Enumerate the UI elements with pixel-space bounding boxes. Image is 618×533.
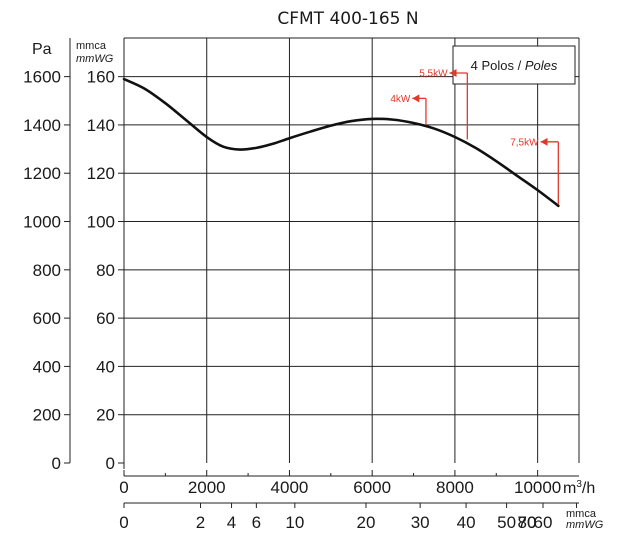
fan-curve-line bbox=[122, 77, 560, 208]
x2-tick-label: 0 bbox=[119, 513, 128, 532]
x2-tick-label: 80 bbox=[518, 513, 537, 532]
y-unit-mmca: mmca bbox=[76, 40, 107, 52]
x-unit-tail: /h bbox=[582, 480, 595, 497]
pa-tick-label: 600 bbox=[33, 309, 61, 328]
mmca-tick-label: 60 bbox=[96, 309, 115, 328]
pa-tick-label: 800 bbox=[33, 261, 61, 280]
x-unit-superscript: 3 bbox=[576, 479, 582, 490]
x2-unit-mmwg: mmWG bbox=[566, 519, 604, 531]
curve-layer bbox=[122, 77, 560, 208]
legend: 4 Polos / Poles bbox=[452, 45, 576, 85]
x-unit-label: m3/h bbox=[563, 479, 595, 497]
annotation-label: 7,5kW bbox=[510, 137, 539, 148]
pa-tick-label: 400 bbox=[33, 357, 61, 376]
legend-box bbox=[452, 45, 576, 85]
mmca-tick-label: 0 bbox=[106, 454, 115, 473]
x2-tick-label: 2 bbox=[196, 513, 205, 532]
power-annotation: 5,5kW bbox=[419, 69, 468, 140]
y-unit-pa: Pa bbox=[32, 41, 52, 58]
x-tick-label: 4000 bbox=[271, 478, 309, 497]
x2-tick-label: 70 bbox=[518, 513, 537, 532]
x-tick-label: 6000 bbox=[353, 478, 391, 497]
axes: 0200400600800100012001400160002040608010… bbox=[23, 38, 604, 532]
x2-tick-label: 6 bbox=[252, 513, 261, 532]
x2-tick-label: 60 bbox=[534, 513, 553, 532]
pa-tick-label: 1000 bbox=[23, 213, 61, 232]
annotation-arrowhead bbox=[540, 137, 548, 146]
mmca-tick-label: 80 bbox=[96, 261, 115, 280]
pa-tick-label: 200 bbox=[33, 406, 61, 425]
annotation-arrowhead bbox=[412, 94, 420, 103]
x2-tick-label: 10 bbox=[285, 513, 304, 532]
mmca-tick-label: 140 bbox=[87, 116, 115, 135]
annotation-label: 4kW bbox=[390, 94, 411, 105]
mmca-tick-label: 20 bbox=[96, 406, 115, 425]
x2-tick-label: 30 bbox=[411, 513, 430, 532]
mmca-tick-label: 40 bbox=[96, 357, 115, 376]
pa-tick-label: 0 bbox=[52, 454, 61, 473]
legend-text-italic: Poles bbox=[525, 58, 558, 73]
x-tick-label: 10000 bbox=[514, 478, 561, 497]
mmca-tick-label: 120 bbox=[87, 164, 115, 183]
y-unit-mmwg: mmWG bbox=[76, 53, 114, 65]
power-annotation: 4kW bbox=[390, 94, 427, 125]
pa-tick-label: 1600 bbox=[23, 68, 61, 87]
legend-text: 4 Polos / Poles bbox=[471, 58, 558, 73]
annotation-label: 5,5kW bbox=[419, 69, 448, 80]
pa-tick-label: 1200 bbox=[23, 164, 61, 183]
x2-tick-label: 50 bbox=[497, 513, 516, 532]
x-tick-label: 8000 bbox=[436, 478, 474, 497]
mmca-tick-label: 160 bbox=[87, 68, 115, 87]
x2-unit-mmca: mmca bbox=[566, 508, 597, 520]
x2-tick-label: 4 bbox=[227, 513, 236, 532]
annotation-arrowhead bbox=[449, 69, 457, 78]
chart-title: CFMT 400-165 N bbox=[277, 9, 418, 29]
x-tick-label: 0 bbox=[119, 478, 128, 497]
pa-tick-label: 1400 bbox=[23, 116, 61, 135]
x-tick-label: 2000 bbox=[188, 478, 226, 497]
power-annotation: 7,5kW bbox=[510, 137, 559, 205]
grid-layer bbox=[124, 37, 580, 463]
x2-tick-label: 40 bbox=[457, 513, 476, 532]
x2-tick-label: 20 bbox=[357, 513, 376, 532]
power-annotations: 4kW 5,5kW 7,5kW bbox=[390, 69, 559, 205]
mmca-tick-label: 100 bbox=[87, 213, 115, 232]
